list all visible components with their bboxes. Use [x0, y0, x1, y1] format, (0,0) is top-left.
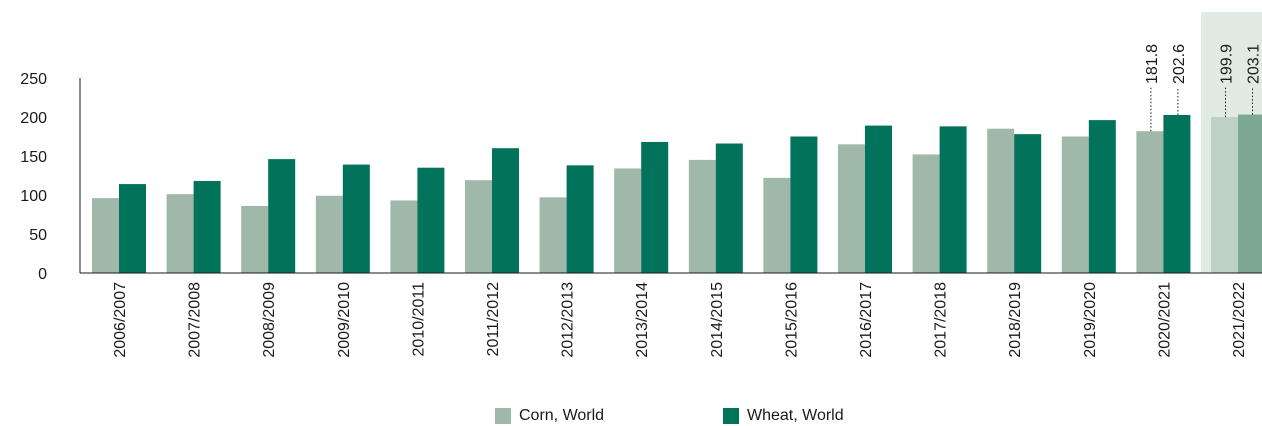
legend-item-wheat: Wheat, World	[723, 407, 844, 425]
bar-wheat-2015-2016	[790, 136, 818, 273]
bar-corn-2020-2021	[1136, 131, 1164, 273]
bar-corn-2013-2014	[614, 168, 642, 273]
x-tick-label: 2009/2010	[336, 282, 353, 358]
bar-wheat-2010-2011	[417, 167, 445, 273]
bar-chart: 0 50 100 150 200 250 2006/2007 2007/2008 2008/2…	[20, 12, 1262, 358]
bar-corn-2018-2019	[987, 128, 1015, 273]
data-label: 202.6	[1171, 44, 1188, 84]
legend-swatch-wheat	[723, 408, 739, 424]
x-tick-label: 2008/2009	[261, 282, 278, 358]
bar-wheat-2017-2018	[939, 126, 967, 273]
x-tick-label: 2021/2022	[1231, 282, 1248, 358]
x-tick-label: 2006/2007	[112, 282, 129, 358]
legend-label-corn: Corn, World	[519, 407, 605, 424]
bars-layer	[92, 114, 1262, 274]
bar-wheat-2020-2021	[1163, 114, 1191, 273]
bar-corn-2007-2008	[166, 194, 194, 273]
x-tick-label: 2011/2012	[485, 282, 502, 357]
legend: Corn, World Wheat, World	[0, 404, 1262, 426]
y-tick-label: 150	[20, 149, 47, 166]
bar-corn-2015-2016	[763, 177, 791, 273]
data-label: 203.1	[1246, 44, 1262, 84]
x-tick-label: 2015/2016	[783, 282, 800, 358]
bar-wheat-2006-2007	[119, 184, 146, 273]
bar-wheat-2007-2008	[193, 180, 221, 273]
x-tick-label: 2019/2020	[1082, 282, 1099, 358]
bar-wheat-2021-2022	[1238, 114, 1262, 273]
bar-corn-2009-2010	[315, 195, 343, 273]
bar-wheat-2019-2020	[1088, 120, 1116, 274]
data-labels: 181.8 202.6 199.9 203.1	[1144, 44, 1262, 132]
bar-corn-2008-2009	[241, 205, 269, 273]
x-tick-label: 2013/2014	[634, 282, 651, 358]
x-tick-label: 2012/2013	[560, 282, 577, 358]
legend-label-wheat: Wheat, World	[747, 407, 844, 424]
bar-corn-2006-2007	[92, 198, 119, 273]
bar-wheat-2018-2019	[1014, 134, 1042, 273]
x-tick-label: 2017/2018	[933, 282, 950, 358]
bar-wheat-2008-2009	[268, 159, 296, 273]
legend-swatch-corn	[495, 408, 511, 424]
y-tick-label: 250	[20, 71, 47, 88]
bar-corn-2017-2018	[912, 154, 940, 273]
y-tick-label: 200	[20, 110, 47, 127]
x-tick-label: 2010/2011	[410, 282, 427, 357]
y-tick-label: 100	[20, 188, 47, 205]
x-tick-label: 2016/2017	[858, 282, 875, 358]
x-tick-label: 2018/2019	[1007, 282, 1024, 358]
bar-corn-2010-2011	[390, 200, 418, 273]
bar-corn-2021-2022	[1211, 117, 1238, 273]
bar-wheat-2014-2015	[715, 143, 743, 273]
bar-wheat-2009-2010	[342, 164, 370, 273]
y-tick-label: 50	[29, 227, 47, 244]
y-tick-labels: 0 50 100 150 200 250	[20, 71, 47, 283]
x-tick-label: 2007/2008	[187, 282, 204, 358]
x-tick-label: 2014/2015	[709, 282, 726, 358]
data-label: 181.8	[1144, 44, 1161, 84]
bar-corn-2019-2020	[1061, 136, 1089, 273]
y-tick-label: 0	[38, 266, 47, 283]
bar-wheat-2012-2013	[566, 165, 594, 273]
bar-wheat-2013-2014	[641, 141, 669, 273]
bar-corn-2012-2013	[539, 197, 567, 273]
bar-corn-2016-2017	[838, 144, 865, 273]
x-tick-label: 2020/2021	[1156, 282, 1173, 358]
bar-corn-2011-2012	[465, 180, 492, 273]
bar-wheat-2016-2017	[865, 125, 892, 273]
bar-corn-2014-2015	[688, 159, 716, 273]
legend-item-corn: Corn, World	[495, 407, 604, 425]
x-tick-labels: 2006/2007 2007/2008 2008/2009 2009/2010 2010…	[112, 282, 1248, 358]
bar-wheat-2011-2012	[492, 148, 519, 273]
data-label: 199.9	[1219, 44, 1236, 84]
